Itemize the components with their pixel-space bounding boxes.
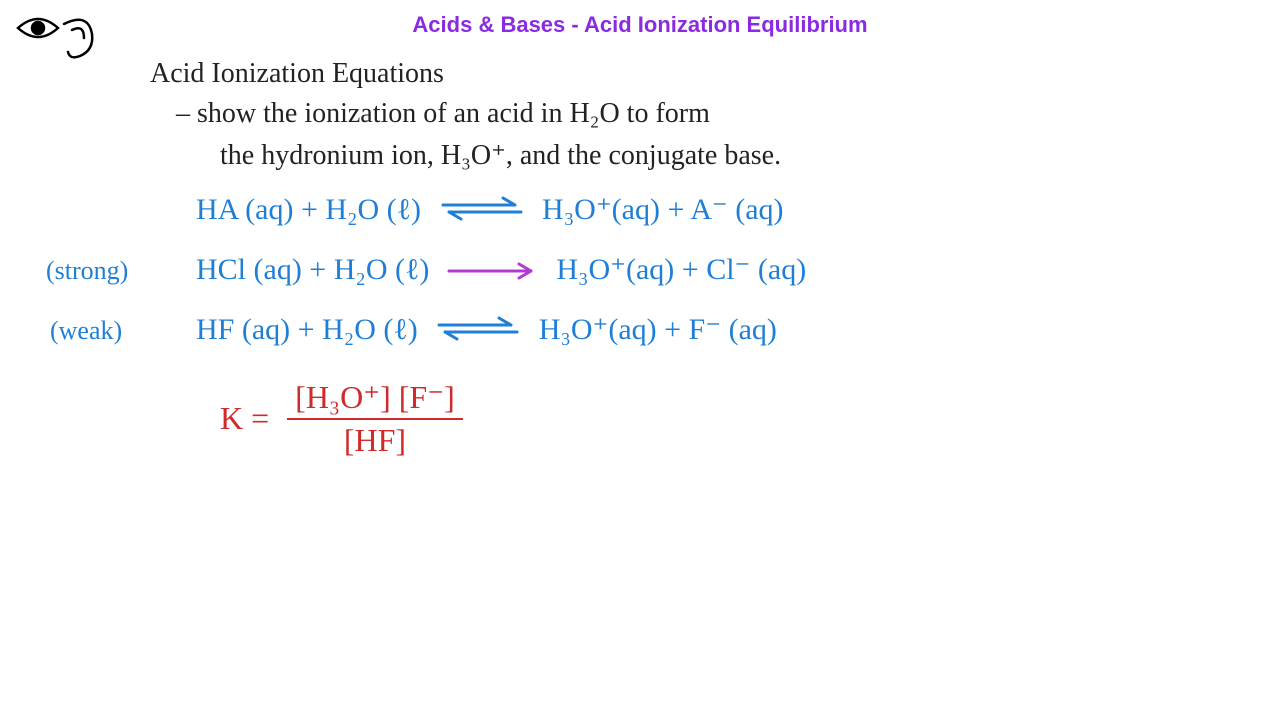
equation-hf: HF (aq) + H₂O (ℓ) H₃O⁺(aq) + F⁻ (aq)	[196, 312, 777, 350]
k-fraction: [H₃O⁺] [F⁻] [HF]	[287, 378, 463, 459]
desc-line-1: – show the ionization of an acid in H₂O …	[176, 98, 710, 130]
desc-line-2: the hydronium ion, H₃O⁺, and the conjuga…	[220, 138, 781, 172]
equilibrium-arrow-icon	[437, 194, 527, 230]
heading: Acid Ionization Equations	[150, 58, 444, 90]
eq-hcl-left: HCl (aq) + H₂O (ℓ)	[196, 253, 429, 286]
equation-hcl: HCl (aq) + H₂O (ℓ) H₃O⁺(aq) + Cl⁻ (aq)	[196, 252, 806, 289]
equation-generic: HA (aq) + H₂O (ℓ) H₃O⁺(aq) + A⁻ (aq)	[196, 192, 784, 230]
equilibrium-constant: K = [H₃O⁺] [F⁻] [HF]	[220, 378, 463, 459]
forward-arrow-icon	[445, 255, 541, 289]
k-numerator: [H₃O⁺] [F⁻]	[287, 378, 463, 420]
eq-generic-right: H₃O⁺(aq) + A⁻ (aq)	[542, 193, 783, 226]
eq-generic-left: HA (aq) + H₂O (ℓ)	[196, 193, 421, 226]
eq-hcl-right: H₃O⁺(aq) + Cl⁻ (aq)	[556, 253, 806, 286]
label-weak: (weak)	[50, 316, 122, 346]
k-denominator: [HF]	[287, 420, 463, 459]
label-strong: (strong)	[46, 256, 128, 286]
eq-hf-right: H₃O⁺(aq) + F⁻ (aq)	[539, 313, 777, 346]
k-label: K =	[220, 400, 269, 436]
equilibrium-arrow-icon	[433, 314, 523, 350]
page-title: Acids & Bases - Acid Ionization Equilibr…	[0, 12, 1280, 38]
eq-hf-left: HF (aq) + H₂O (ℓ)	[196, 313, 418, 346]
